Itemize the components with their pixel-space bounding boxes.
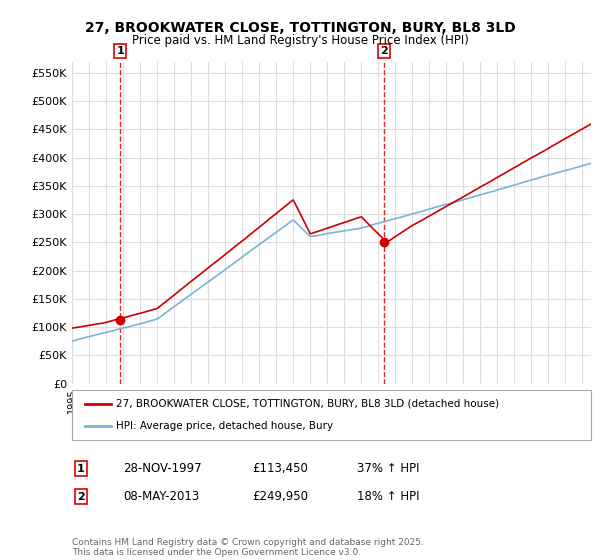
- Text: 1: 1: [77, 464, 85, 474]
- Text: 28-NOV-1997: 28-NOV-1997: [123, 462, 202, 475]
- Text: 1: 1: [116, 46, 124, 56]
- Text: £113,450: £113,450: [252, 462, 308, 475]
- Text: 08-MAY-2013: 08-MAY-2013: [123, 490, 199, 503]
- Text: 27, BROOKWATER CLOSE, TOTTINGTON, BURY, BL8 3LD: 27, BROOKWATER CLOSE, TOTTINGTON, BURY, …: [85, 21, 515, 35]
- Text: 37% ↑ HPI: 37% ↑ HPI: [357, 462, 419, 475]
- Text: £249,950: £249,950: [252, 490, 308, 503]
- Text: HPI: Average price, detached house, Bury: HPI: Average price, detached house, Bury: [116, 421, 333, 431]
- Text: 2: 2: [77, 492, 85, 502]
- Text: Price paid vs. HM Land Registry's House Price Index (HPI): Price paid vs. HM Land Registry's House …: [131, 34, 469, 46]
- Text: Contains HM Land Registry data © Crown copyright and database right 2025.
This d: Contains HM Land Registry data © Crown c…: [72, 538, 424, 557]
- Text: 18% ↑ HPI: 18% ↑ HPI: [357, 490, 419, 503]
- Text: 27, BROOKWATER CLOSE, TOTTINGTON, BURY, BL8 3LD (detached house): 27, BROOKWATER CLOSE, TOTTINGTON, BURY, …: [116, 399, 499, 409]
- Text: 2: 2: [380, 46, 388, 56]
